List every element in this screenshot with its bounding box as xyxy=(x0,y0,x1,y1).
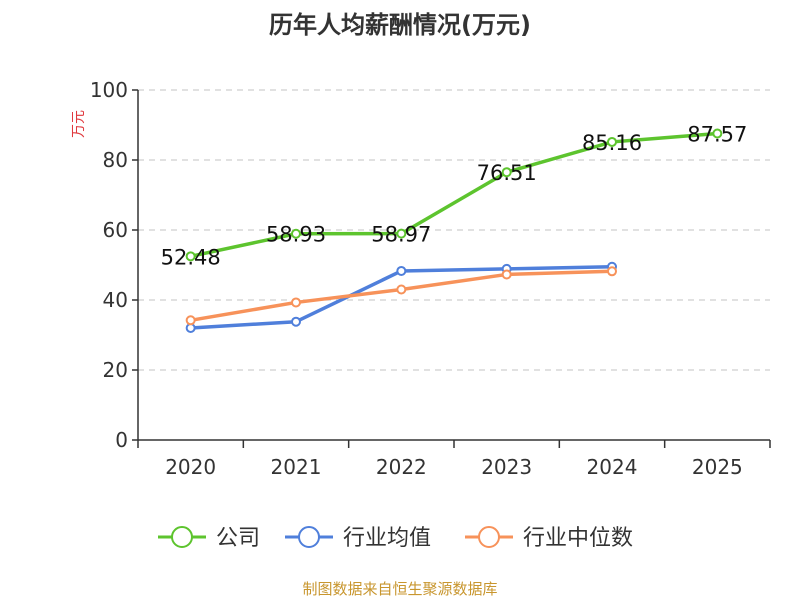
series-1 xyxy=(185,261,617,333)
data-label: 87.57 xyxy=(687,123,747,147)
y-tick-label: 40 xyxy=(103,288,128,312)
data-label: 58.97 xyxy=(371,223,431,247)
legend[interactable]: 公司 行业均值 行业中位数 xyxy=(158,526,633,551)
y-tick-label: 0 xyxy=(115,428,128,452)
legend-label: 行业中位数 xyxy=(523,526,633,551)
legend-item[interactable]: 公司 xyxy=(158,526,260,551)
data-point[interactable] xyxy=(396,265,407,276)
data-label: 58.93 xyxy=(266,223,326,247)
y-axis-ticks: 0 20 40 60 80 100 xyxy=(90,78,138,452)
y-tick-label: 80 xyxy=(103,148,128,172)
data-point[interactable] xyxy=(607,136,617,147)
data-point[interactable] xyxy=(291,316,301,327)
y-axis-label: 万元 xyxy=(71,110,87,138)
data-label: 85.16 xyxy=(582,131,642,155)
data-point[interactable] xyxy=(501,167,512,178)
series-line xyxy=(188,131,720,259)
data-point[interactable] xyxy=(291,297,301,308)
data-point[interactable] xyxy=(185,251,196,262)
x-tick-label: 2021 xyxy=(271,455,322,479)
legend-marker xyxy=(298,526,320,548)
legend-label: 公司 xyxy=(216,526,260,551)
data-point[interactable] xyxy=(501,269,512,280)
x-tick-label: 2020 xyxy=(165,455,216,479)
chart-title: 历年人均薪酬情况(万元) xyxy=(269,11,531,39)
x-tick-label: 2025 xyxy=(692,455,743,479)
y-tick-label: 100 xyxy=(90,78,128,102)
y-tick-label: 20 xyxy=(103,358,128,382)
data-point[interactable] xyxy=(185,315,196,326)
series-2 xyxy=(185,266,617,326)
series-0 xyxy=(185,128,723,262)
grid-lines xyxy=(138,89,770,371)
data-labels: 52.48 58.93 58.97 76.51 85.16 87.57 xyxy=(161,123,748,270)
legend-label: 行业均值 xyxy=(343,526,431,551)
legend-item[interactable]: 行业中位数 xyxy=(465,526,633,551)
series-group xyxy=(185,128,723,333)
data-point[interactable] xyxy=(607,266,617,277)
x-tick-label: 2022 xyxy=(376,455,427,479)
y-tick-label: 60 xyxy=(103,218,128,242)
source-note: 制图数据来自恒生聚源数据库 xyxy=(302,580,497,598)
data-label: 76.51 xyxy=(477,161,537,185)
legend-item[interactable]: 行业均值 xyxy=(285,526,431,551)
data-label: 52.48 xyxy=(161,245,221,269)
data-point[interactable] xyxy=(712,128,723,139)
axes xyxy=(137,90,770,441)
x-tick-label: 2023 xyxy=(481,455,532,479)
series-line xyxy=(188,269,614,323)
data-point[interactable] xyxy=(291,228,301,239)
x-tick-label: 2024 xyxy=(587,455,638,479)
data-point[interactable] xyxy=(396,228,407,239)
legend-marker xyxy=(478,526,500,548)
legend-marker xyxy=(171,526,193,548)
data-point[interactable] xyxy=(396,284,407,295)
x-axis-ticks: 2020 2021 2022 2023 2024 2025 xyxy=(137,440,771,479)
